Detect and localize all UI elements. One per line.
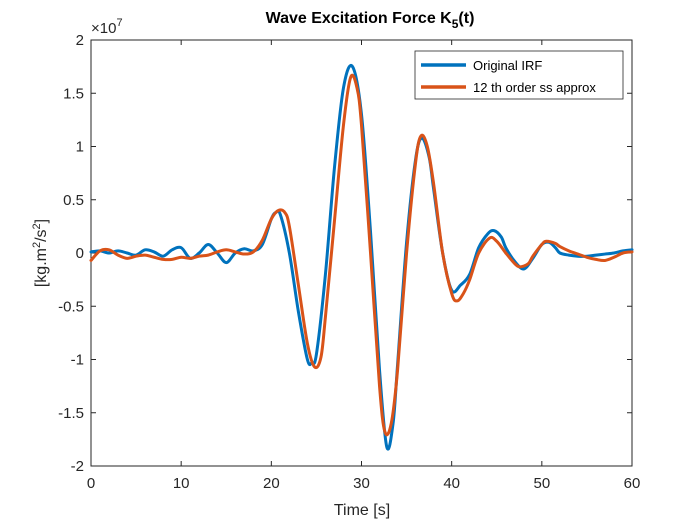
legend-box	[414, 50, 624, 100]
x-tick-label: 0	[87, 475, 95, 492]
x-tick-label: 10	[173, 475, 190, 492]
y-exponent-label: ×107	[91, 17, 123, 37]
y-tick-label: 1.5	[63, 85, 84, 102]
y-tick-label: 2	[76, 32, 84, 49]
legend: Original IRF 12 th order ss approx	[414, 50, 624, 100]
x-tick-label: 40	[443, 475, 460, 492]
x-axis-label: Time [s]	[334, 502, 390, 519]
series-layer	[89, 64, 634, 451]
ylabel-sup1: 2	[31, 242, 43, 248]
legend-label-original-irf: Original IRF	[473, 58, 542, 73]
x-tick-label: 60	[624, 475, 641, 492]
title-tail: (t)	[458, 10, 474, 27]
ylabel-tail: ]	[33, 219, 50, 223]
y-tick-label: 0	[76, 245, 84, 262]
y-tick-label: -1	[71, 352, 84, 369]
x-axis-ticks: 0 10 20 30 40 50 60	[87, 40, 641, 492]
chart-title: Wave Excitation Force K5(t)	[266, 10, 475, 31]
ylabel-sup2: 2	[31, 223, 43, 229]
y-tick-label: 1	[76, 139, 84, 156]
series-ss-approx	[89, 73, 634, 437]
legend-label-ss-approx: 12 th order ss approx	[473, 80, 596, 95]
y-tick-label: -2	[71, 458, 84, 475]
y-tick-label: -1.5	[58, 405, 84, 422]
y-exponent-power: 7	[116, 17, 122, 29]
x-tick-label: 30	[353, 475, 370, 492]
y-axis-ticks: -2 -1.5 -1 -0.5 0 0.5 1 1.5 2	[58, 32, 632, 475]
title-main: Wave Excitation Force K	[266, 10, 453, 27]
x-tick-label: 50	[533, 475, 550, 492]
y-tick-label: -0.5	[58, 298, 84, 315]
ylabel-mid: /s	[33, 229, 50, 241]
title-subscript: 5	[452, 17, 459, 31]
y-tick-label: 0.5	[63, 192, 84, 209]
y-axis-label: [kg.m2/s2]	[31, 219, 50, 287]
y-exponent-prefix: ×10	[91, 20, 116, 37]
x-tick-label: 20	[263, 475, 280, 492]
ylabel-main: [kg.m	[33, 248, 50, 287]
